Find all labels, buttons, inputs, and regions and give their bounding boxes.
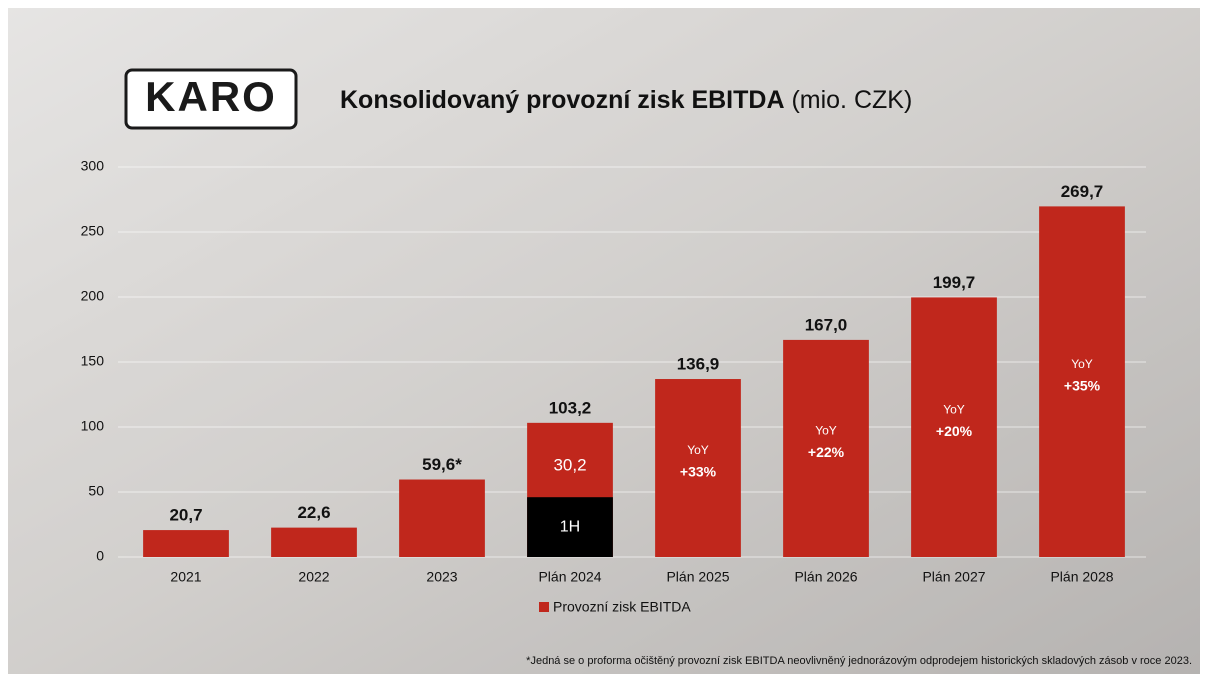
legend-swatch: [539, 602, 549, 612]
y-tick-label: 0: [96, 548, 104, 564]
legend-label: Provozní zisk EBITDA: [553, 599, 691, 615]
inner-label: YoY: [1071, 357, 1093, 371]
value-label: 136,9: [677, 355, 720, 374]
x-tick-label: 2023: [426, 569, 457, 585]
first-half-label: 1H: [560, 518, 580, 535]
y-tick-label: 250: [81, 223, 105, 239]
value-label: 167,0: [805, 315, 848, 334]
value-label: 269,7: [1061, 182, 1104, 201]
y-tick-label: 300: [81, 158, 105, 174]
y-tick-label: 100: [81, 418, 105, 434]
x-tick-label: Plán 2024: [538, 569, 601, 585]
value-label: 59,6*: [422, 455, 462, 474]
bar: [399, 480, 485, 557]
value-label: 103,2: [549, 398, 592, 417]
value-label: 20,7: [169, 506, 202, 525]
inner-label: +20%: [936, 423, 973, 439]
inner-label: YoY: [687, 443, 709, 457]
y-tick-label: 50: [88, 483, 104, 499]
x-tick-label: Plán 2026: [794, 569, 857, 585]
value-label: 199,7: [933, 273, 976, 292]
inner-label: YoY: [943, 402, 965, 416]
bar: [271, 528, 357, 557]
inner-label: +35%: [1064, 377, 1101, 393]
page: {"logo": "KARO", "footnote": "*Jedná se …: [0, 0, 1208, 687]
x-tick-label: 2022: [298, 569, 329, 585]
chart: KARO Konsolidovaný provozní zisk EBITDA …: [0, 0, 1208, 682]
y-tick-label: 200: [81, 288, 105, 304]
inner-label: +33%: [680, 464, 717, 480]
inner-label: 30,2: [553, 456, 586, 475]
footnote: *Jedná se o proforma očištěný provozní z…: [526, 655, 1192, 667]
inner-label: +22%: [808, 444, 845, 460]
chart-title: Konsolidovaný provozní zisk EBITDA (mio.…: [340, 86, 912, 114]
inner-label: YoY: [815, 424, 837, 438]
value-label: 22,6: [297, 503, 330, 522]
bar: [143, 530, 229, 557]
x-tick-label: Plán 2025: [666, 569, 729, 585]
y-tick-label: 150: [81, 353, 105, 369]
x-tick-label: 2021: [170, 569, 201, 585]
logo: KARO: [145, 73, 277, 120]
x-tick-label: Plán 2027: [922, 569, 985, 585]
x-tick-label: Plán 2028: [1050, 569, 1113, 585]
